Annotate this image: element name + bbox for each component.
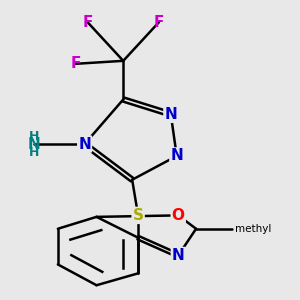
Text: N: N (78, 136, 91, 152)
Text: H: H (29, 146, 39, 160)
Text: S: S (133, 208, 144, 223)
Text: N: N (164, 107, 177, 122)
Text: F: F (154, 15, 164, 30)
Text: N: N (28, 136, 40, 152)
Text: O: O (172, 208, 185, 223)
Text: methyl: methyl (235, 224, 271, 234)
Text: N: N (170, 148, 183, 164)
Text: H: H (29, 130, 39, 143)
Text: F: F (70, 56, 81, 71)
Text: F: F (82, 15, 93, 30)
Text: N: N (172, 248, 184, 263)
